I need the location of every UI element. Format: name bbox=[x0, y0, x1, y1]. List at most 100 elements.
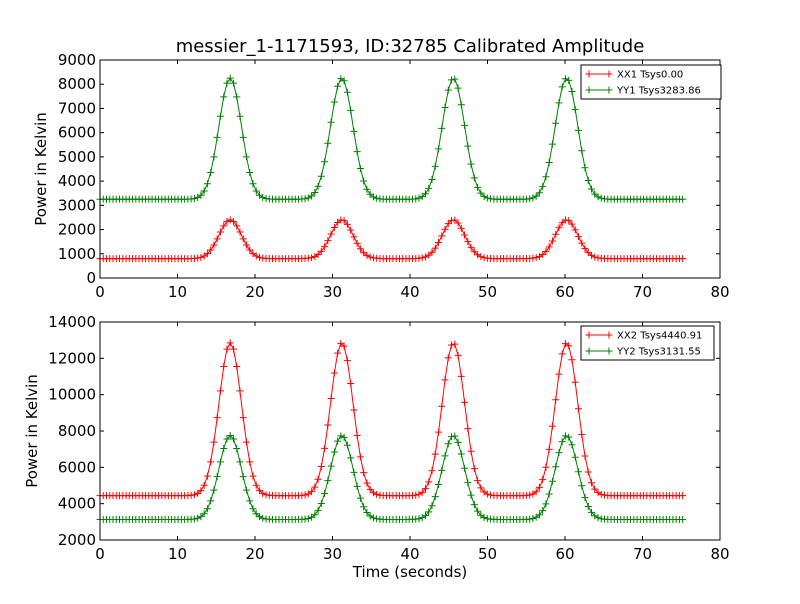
y-tick-label: 2000 bbox=[58, 221, 96, 239]
data-point-marker bbox=[210, 153, 218, 161]
y-tick-label: 6000 bbox=[58, 458, 96, 476]
data-point-marker bbox=[558, 83, 566, 91]
data-point-marker bbox=[369, 489, 377, 497]
data-point-marker bbox=[200, 510, 208, 518]
data-point-marker bbox=[588, 251, 596, 259]
y-axis-label: Power in Kelvin bbox=[32, 112, 50, 226]
data-point-marker bbox=[470, 248, 478, 256]
x-tick-label: 40 bbox=[400, 545, 419, 563]
data-point-marker bbox=[588, 185, 596, 193]
data-point-marker bbox=[467, 491, 475, 499]
data-point-marker bbox=[578, 239, 586, 247]
x-tick-label: 70 bbox=[633, 283, 652, 301]
data-point-marker bbox=[594, 489, 602, 497]
data-point-marker bbox=[236, 458, 244, 466]
legend: XX1 Tsys0.00 YY1 Tsys3283.86 bbox=[580, 64, 722, 100]
data-point-marker bbox=[200, 187, 208, 195]
legend-marker bbox=[605, 86, 613, 94]
data-point-marker bbox=[242, 153, 250, 161]
data-point-marker bbox=[246, 497, 254, 505]
data-point-marker bbox=[568, 220, 576, 228]
data-point-marker bbox=[415, 194, 423, 202]
data-point-marker bbox=[441, 452, 449, 460]
data-point-marker bbox=[223, 345, 231, 353]
data-point-marker bbox=[477, 253, 485, 261]
data-point-marker bbox=[418, 254, 426, 262]
y-tick-label: 5000 bbox=[58, 148, 96, 166]
data-point-marker bbox=[474, 507, 482, 515]
data-point-marker bbox=[451, 216, 459, 224]
data-point-marker bbox=[216, 228, 224, 236]
series-1 bbox=[96, 216, 687, 263]
data-point-marker bbox=[679, 492, 687, 500]
data-point-marker bbox=[304, 514, 312, 522]
data-point-marker bbox=[327, 230, 335, 238]
data-point-marker bbox=[220, 93, 228, 101]
data-point-marker bbox=[226, 216, 234, 224]
x-tick-label: 50 bbox=[478, 545, 497, 563]
data-point-marker bbox=[578, 147, 586, 155]
data-point-marker bbox=[363, 251, 371, 259]
data-point-marker bbox=[226, 432, 234, 440]
data-point-marker bbox=[558, 438, 566, 446]
data-point-marker bbox=[347, 454, 355, 462]
data-point-marker bbox=[229, 435, 237, 443]
data-point-marker bbox=[477, 189, 485, 197]
data-point-marker bbox=[548, 422, 556, 430]
y-tick-label: 7000 bbox=[58, 99, 96, 117]
data-point-marker bbox=[353, 432, 361, 440]
data-point-marker bbox=[565, 217, 573, 225]
data-point-marker bbox=[457, 372, 465, 380]
series-2 bbox=[96, 74, 687, 203]
data-point-marker bbox=[216, 112, 224, 120]
x-tick-label: 60 bbox=[555, 545, 574, 563]
data-point-marker bbox=[324, 421, 332, 429]
data-point-marker bbox=[337, 432, 345, 440]
data-point-marker bbox=[373, 490, 381, 498]
data-point-marker bbox=[552, 230, 560, 238]
data-point-marker bbox=[321, 444, 329, 452]
data-point-marker bbox=[210, 438, 218, 446]
data-point-marker bbox=[597, 490, 605, 498]
data-point-marker bbox=[594, 514, 602, 522]
data-point-marker bbox=[236, 387, 244, 395]
data-point-marker bbox=[561, 75, 569, 83]
data-point-marker bbox=[321, 158, 329, 166]
data-point-marker bbox=[311, 188, 319, 196]
data-point-marker bbox=[347, 106, 355, 114]
legend-marker bbox=[585, 331, 593, 339]
data-point-marker bbox=[317, 172, 325, 180]
data-point-marker bbox=[304, 254, 312, 262]
x-tick-label: 30 bbox=[323, 545, 342, 563]
data-point-marker bbox=[535, 189, 543, 197]
data-point-marker bbox=[428, 502, 436, 510]
data-point-marker bbox=[356, 494, 364, 502]
data-point-marker bbox=[340, 217, 348, 225]
data-point-marker bbox=[441, 376, 449, 384]
data-point-marker bbox=[330, 369, 338, 377]
data-point-marker bbox=[353, 148, 361, 156]
data-point-marker bbox=[324, 237, 332, 245]
data-point-marker bbox=[308, 192, 316, 200]
data-point-marker bbox=[574, 405, 582, 413]
data-point-marker bbox=[535, 511, 543, 519]
data-point-marker bbox=[464, 425, 472, 433]
data-point-marker bbox=[207, 497, 215, 505]
data-point-marker bbox=[597, 194, 605, 202]
y-tick-label: 4000 bbox=[58, 172, 96, 190]
data-point-marker bbox=[428, 175, 436, 183]
x-tick-label: 40 bbox=[400, 283, 419, 301]
data-point-marker bbox=[565, 433, 573, 441]
data-point-marker bbox=[262, 491, 270, 499]
data-point-marker bbox=[229, 345, 237, 353]
data-point-marker bbox=[526, 491, 534, 499]
data-point-marker bbox=[343, 220, 351, 228]
data-point-marker bbox=[330, 98, 338, 106]
legend-marker bbox=[605, 70, 613, 78]
data-point-marker bbox=[444, 354, 452, 362]
data-point-marker bbox=[428, 248, 436, 256]
data-point-marker bbox=[539, 507, 547, 515]
data-point-marker bbox=[239, 133, 247, 141]
data-point-marker bbox=[539, 476, 547, 484]
y-tick-label: 9000 bbox=[58, 51, 96, 69]
